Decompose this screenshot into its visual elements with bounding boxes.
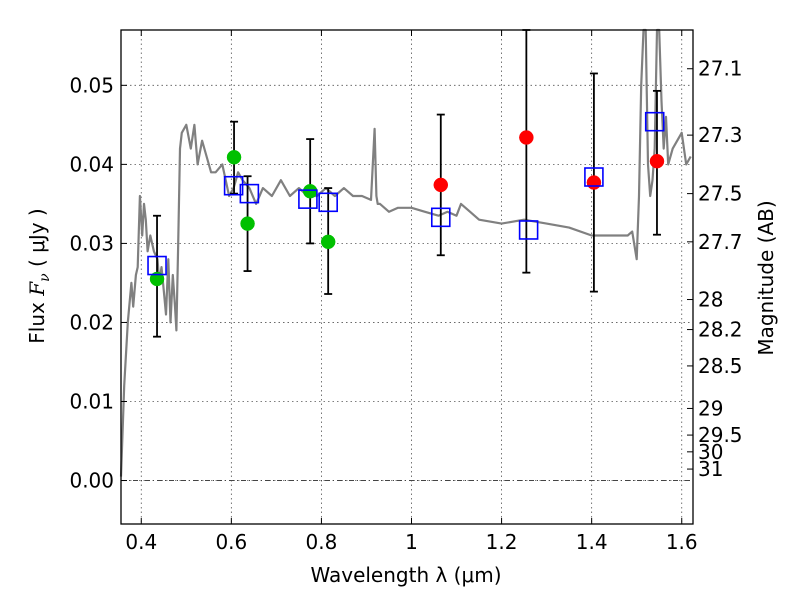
observed-point-red — [519, 130, 534, 145]
y-axis-label-unit: ( μJy ) — [25, 208, 49, 273]
mag-tick-label: 29 — [698, 396, 723, 420]
y-axis-label-prefix: Flux — [25, 296, 49, 344]
model-photometry-box — [518, 220, 539, 240]
mag-tick-label: 31 — [698, 457, 723, 481]
x-tick-label: 1.2 — [486, 530, 518, 554]
y-tick-label: 0.02 — [69, 310, 114, 334]
observed-point-green — [149, 271, 165, 287]
model-photometry-box — [430, 207, 451, 228]
mag-tick-label: 28.5 — [698, 354, 743, 378]
observed-points — [149, 130, 665, 287]
mag-tick-label: 30 — [698, 440, 723, 464]
mag-tick-label: 27.1 — [698, 57, 743, 81]
x-tick-label: 1 — [405, 530, 418, 554]
observed-point-red — [586, 175, 602, 190]
y-tick-label: 0.00 — [69, 469, 114, 493]
x-tick-label: 0.6 — [215, 530, 247, 554]
x-axis-ticks: 0.4 0.6 0.8 1 1.2 1.4 1.6 — [125, 30, 698, 554]
model-sed-series — [119, 28, 692, 477]
x-axis-label: Wavelength λ (μm) — [310, 563, 501, 587]
model-photometry-box — [147, 255, 167, 276]
observed-point-red — [433, 177, 449, 193]
y-axis-ticks: 0.00 0.01 0.02 0.03 0.04 0.05 — [69, 73, 127, 493]
model-photometry-box — [223, 175, 244, 196]
model-photometry-box — [298, 189, 318, 209]
model-photometry-box — [318, 192, 338, 213]
y-tick-label: 0.05 — [69, 73, 114, 97]
y-tick-label: 0.03 — [69, 231, 114, 255]
mag-tick-label: 29.5 — [698, 423, 743, 447]
x-tick-label: 1.4 — [576, 530, 608, 554]
mag-tick-label: 28.2 — [698, 318, 743, 342]
model-photometry-boxes — [147, 111, 665, 276]
model-photometry-box — [644, 111, 665, 132]
model-sed-line — [119, 28, 692, 477]
error-bar — [522, 29, 531, 274]
mag-tick-label: 28 — [698, 288, 723, 312]
magnitude-axis-label: Magnitude (AB) — [754, 200, 778, 355]
mag-tick-label: 27.5 — [698, 182, 743, 206]
observed-point-green — [226, 150, 242, 165]
model-photometry-box — [239, 183, 260, 204]
grid-lines — [121, 30, 693, 524]
x-tick-label: 0.4 — [125, 530, 157, 554]
observed-point-green — [320, 234, 336, 250]
y-tick-label: 0.04 — [69, 152, 114, 176]
y-axis-label-var: F — [25, 281, 49, 297]
observed-point-green — [302, 183, 318, 199]
x-tick-label: 1.6 — [666, 530, 698, 554]
observed-point-red — [649, 153, 665, 169]
y-axis-label: Flux Fν ( μJy ) — [25, 208, 53, 343]
model-photometry-box — [584, 167, 604, 187]
x-tick-label: 0.8 — [306, 530, 338, 554]
y-tick-label: 0.01 — [69, 389, 114, 413]
mag-tick-label: 27.7 — [698, 230, 743, 254]
plot-frame — [120, 29, 694, 525]
observed-point-green — [240, 216, 255, 231]
mag-tick-label: 27.3 — [698, 123, 743, 147]
y-axis-label-sub: ν — [37, 273, 53, 282]
